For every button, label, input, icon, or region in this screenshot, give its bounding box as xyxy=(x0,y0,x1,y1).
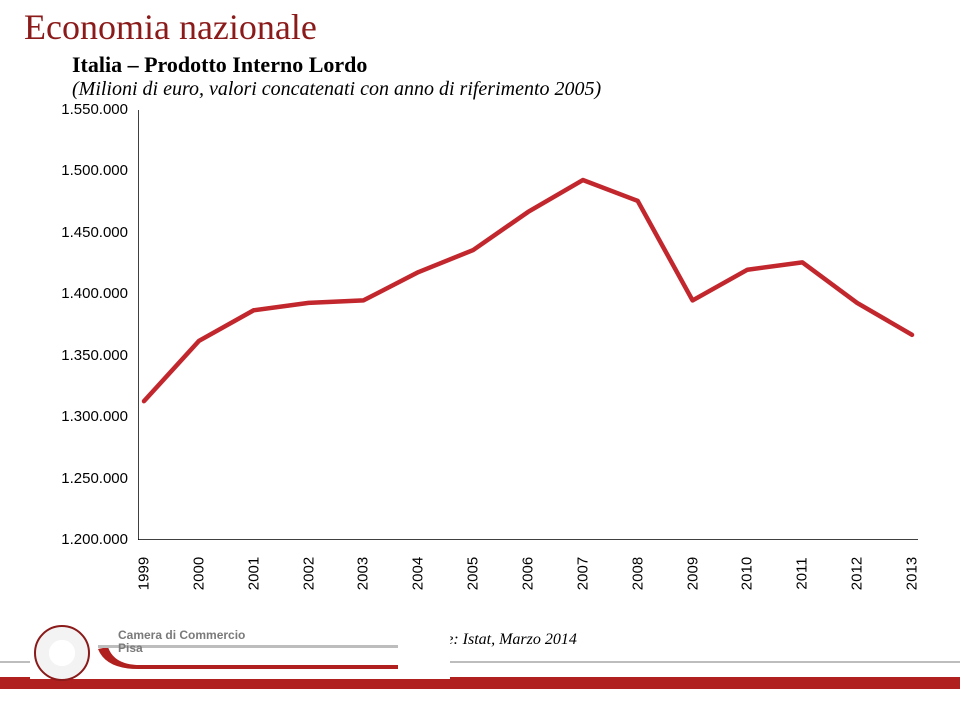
logo-line2: Pisa xyxy=(118,641,143,655)
seal-icon xyxy=(34,625,90,681)
logo-text: Camera di Commercio Pisa xyxy=(118,629,245,655)
y-tick-label: 1.300.000 xyxy=(38,408,128,425)
chart-subtitle-bold: Italia – Prodotto Interno Lordo xyxy=(72,52,367,78)
x-tick-label: 2011 xyxy=(794,554,811,594)
page-title: Economia nazionale xyxy=(24,6,317,48)
y-tick-label: 1.350.000 xyxy=(38,347,128,364)
y-tick-label: 1.500.000 xyxy=(38,162,128,179)
x-tick-label: 2005 xyxy=(465,554,482,594)
y-tick-label: 1.450.000 xyxy=(38,224,128,241)
logo-line1: Camera di Commercio xyxy=(118,628,245,642)
chart-series-line xyxy=(144,180,912,401)
slide-page: { "title": "Economia nazionale", "subtit… xyxy=(0,0,960,701)
logo-wrap: Camera di Commercio Pisa xyxy=(30,623,450,679)
x-tick-label: 2003 xyxy=(355,554,372,594)
line-chart: 1.200.000 1.250.000 1.300.000 1.350.000 1.40… xyxy=(38,110,918,580)
x-tick-label: 2009 xyxy=(684,554,701,594)
footer: Fonte: Istat, Marzo 2014 Camera di Comme… xyxy=(0,613,960,701)
chart-axes xyxy=(138,110,918,540)
x-tick-label: 2002 xyxy=(300,554,317,594)
x-tick-label: 2013 xyxy=(904,554,921,594)
y-tick-label: 1.400.000 xyxy=(38,285,128,302)
x-tick-label: 2010 xyxy=(739,554,756,594)
x-tick-label: 1999 xyxy=(136,554,153,594)
x-tick-label: 2012 xyxy=(849,554,866,594)
x-tick-label: 2008 xyxy=(629,554,646,594)
y-tick-label: 1.550.000 xyxy=(38,101,128,118)
chart-subtitle-italic: (Milioni di euro, valori concatenati con… xyxy=(72,78,601,101)
x-tick-label: 2000 xyxy=(190,554,207,594)
chart-plot-svg xyxy=(138,110,918,540)
x-tick-label: 2004 xyxy=(410,554,427,594)
y-tick-label: 1.200.000 xyxy=(38,531,128,548)
y-tick-label: 1.250.000 xyxy=(38,470,128,487)
x-tick-label: 2001 xyxy=(245,554,262,594)
x-tick-label: 2006 xyxy=(520,554,537,594)
x-tick-label: 2007 xyxy=(574,554,591,594)
